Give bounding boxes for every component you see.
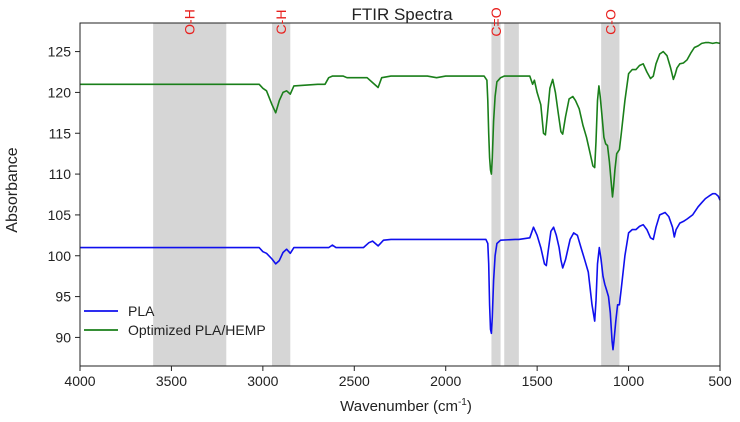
band-label-c-o: C=O: [488, 7, 504, 36]
legend: PLA Optimized PLA/HEMP: [84, 303, 266, 338]
y-axis-title: Absorbance: [4, 147, 21, 232]
y-tick-label: 115: [49, 125, 72, 141]
y-tick-label: 100: [48, 248, 72, 264]
x-tick-label: 3500: [156, 373, 187, 389]
y-tick-label: 105: [48, 207, 72, 223]
legend-label-pla: PLA: [128, 303, 155, 319]
legend-label-pla-hemp: Optimized PLA/HEMP: [128, 322, 266, 338]
x-tick-label: 2500: [339, 373, 370, 389]
series-line-optimized-pla-hemp: [80, 41, 721, 198]
y-tick-label: 125: [48, 44, 72, 60]
band-c-o: [491, 23, 501, 366]
y-tick-label: 120: [48, 84, 72, 100]
band-label-o-h: O-H: [182, 9, 198, 35]
band-c-o: [601, 23, 620, 366]
x-tick-label: 3000: [247, 373, 278, 389]
chart-title: FTIR Spectra: [351, 5, 453, 24]
x-axis-title-end: ): [467, 398, 472, 415]
y-tick-label: 110: [49, 166, 72, 182]
x-tick-label: 2000: [430, 373, 461, 389]
band-label-c-o: C-O: [602, 9, 618, 35]
x-tick-label: 4000: [64, 373, 95, 389]
x-axis: 4000 3500 3000 2500 2000 1500 1000 500: [64, 366, 732, 389]
series-layer: [80, 41, 721, 351]
band-c-h: [272, 23, 291, 366]
band-o-h: [153, 23, 227, 366]
y-tick-label: 95: [55, 289, 71, 305]
band-layer: [153, 23, 620, 366]
band-labels: O-H C-H C=O C-O: [182, 7, 619, 36]
x-axis-title-superscript: -1: [458, 397, 467, 408]
x-axis-title: Wavenumber (cm-1): [340, 397, 472, 415]
x-tick-label: 1500: [522, 373, 553, 389]
series-line-pla: [80, 192, 721, 351]
x-axis-title-main: Wavenumber (cm: [340, 398, 458, 415]
band-unlabeled-3: [504, 23, 519, 366]
plot-frame: [79, 22, 721, 367]
y-axis: 90 95 100 105 110 115 120 125: [48, 44, 80, 345]
y-tick-label: 90: [55, 329, 71, 345]
x-tick-label: 500: [708, 373, 732, 389]
x-tick-label: 1000: [613, 373, 644, 389]
band-label-c-h: C-H: [273, 10, 289, 35]
